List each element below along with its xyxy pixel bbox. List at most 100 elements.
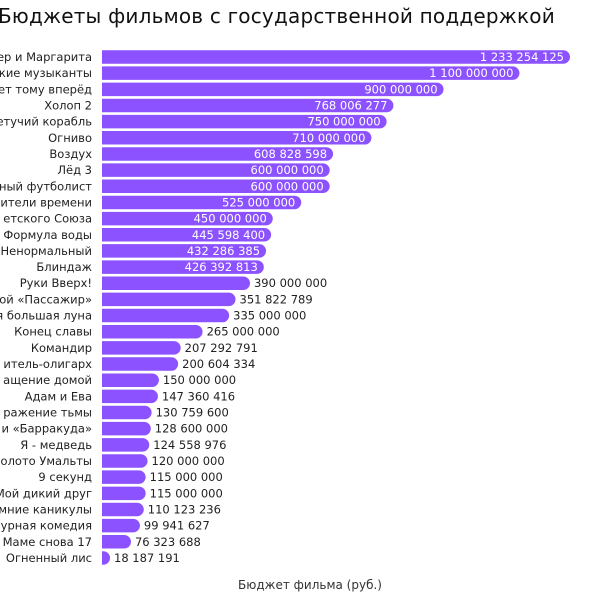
bar: [102, 98, 394, 113]
bar: [102, 421, 151, 436]
category-label: Воздух: [49, 147, 92, 161]
bar-row: Лёд 3 600 000 000: [57, 163, 330, 177]
category-label: 9 секунд: [38, 470, 92, 484]
bar-row: Огненный лис 18 187 191: [6, 551, 180, 565]
value-label: 128 600 000: [155, 422, 228, 436]
category-label: Ненормальный: [0, 244, 92, 258]
bar: [102, 389, 158, 404]
bar-row: ражение тьмы 130 759 600: [3, 406, 229, 420]
value-label: 335 000 000: [233, 309, 306, 323]
bar-row: Командир 207 292 791: [31, 341, 258, 355]
bar: [102, 195, 302, 210]
value-label: 124 558 976: [153, 438, 226, 452]
bar: [102, 114, 387, 129]
value-label: 115 000 000: [150, 486, 223, 500]
bar-row: Маме снова 17 76 323 688: [3, 535, 201, 549]
category-label: урная комедия: [1, 519, 92, 533]
bar-row: Адам и Ева 147 360 416: [25, 389, 236, 403]
category-label: етского Союза: [3, 212, 92, 226]
value-label: 200 604 334: [182, 357, 255, 371]
bar: [102, 211, 273, 226]
category-label: ер и Маргарита: [0, 50, 92, 64]
bar: [102, 228, 272, 242]
category-label: Я - медведь: [20, 438, 92, 452]
bar-row: 9 секунд 115 000 000: [38, 470, 222, 484]
category-label: Блиндаж: [36, 260, 92, 274]
value-label: 426 392 813: [185, 260, 258, 274]
value-label: 450 000 000: [194, 212, 267, 226]
category-label: Адам и Ева: [25, 389, 92, 403]
value-label: 150 000 000: [163, 373, 236, 387]
category-label: ители времени: [0, 195, 92, 209]
bar: [102, 405, 152, 420]
value-label: 710 000 000: [292, 131, 365, 145]
bar-row: Холоп 2 768 006 277: [44, 98, 394, 113]
bar-row: кие музыканты 1 100 000 000: [0, 66, 520, 80]
bar: [102, 308, 230, 323]
bar-row: ет тому вперёд 900 000 000: [0, 82, 444, 96]
bar-row: Руки Вверх! 390 000 000: [20, 276, 327, 290]
bar-row: итель-олигарх 200 604 334: [3, 357, 255, 371]
category-label: Огниво: [48, 131, 92, 145]
bar-row: я большая луна 335 000 000: [0, 309, 306, 323]
value-label: 115 000 000: [150, 470, 223, 484]
bar-row: Формула воды 445 598 400: [3, 228, 272, 242]
bar: [102, 82, 444, 97]
bar: [102, 244, 267, 258]
bar: [102, 454, 148, 468]
bar-row: урная комедия 99 941 627: [1, 519, 210, 533]
bar: [102, 147, 334, 161]
value-label: 768 006 277: [314, 98, 387, 112]
category-label: Мой дикий друг: [0, 486, 92, 500]
bar: [102, 276, 250, 290]
bar-row: олото Умальты 120 000 000: [1, 454, 225, 468]
value-label: 445 598 400: [192, 228, 265, 242]
value-label: 1 100 000 000: [429, 66, 513, 80]
value-label: 130 759 600: [156, 406, 229, 420]
value-label: 207 292 791: [185, 341, 258, 355]
bar-row: етского Союза 450 000 000: [3, 211, 273, 226]
bar-row: Конец славы 265 000 000: [14, 325, 280, 339]
value-label: 76 323 688: [135, 535, 201, 549]
bar: [102, 551, 110, 565]
category-label: я большая луна: [0, 309, 92, 323]
bar: [102, 518, 140, 533]
value-label: 750 000 000: [307, 115, 380, 129]
bar-row: Я - медведь 124 558 976: [20, 438, 226, 452]
bar: [102, 470, 146, 484]
value-label: 432 286 385: [187, 244, 260, 258]
category-label: олото Умальты: [1, 454, 92, 468]
bar-row: етучий корабль 750 000 000: [0, 115, 387, 129]
category-label: Конец славы: [14, 325, 92, 339]
category-label: ет тому вперёд: [0, 82, 92, 96]
bar: [102, 535, 131, 549]
category-label: ащение домой: [3, 373, 92, 387]
bar-row: ер и Маргарита 1 233 254 125: [0, 50, 570, 64]
bar-row: и «Барракуда» 128 600 000: [1, 422, 228, 436]
bar-row: ный футболист 600 000 000: [0, 179, 330, 193]
category-label: и «Барракуда»: [1, 422, 92, 436]
value-label: 390 000 000: [254, 276, 327, 290]
bar: [102, 292, 236, 307]
category-label: ный футболист: [0, 179, 92, 193]
bar: [102, 163, 330, 177]
category-label: кие музыканты: [0, 66, 92, 80]
category-label: Командир: [31, 341, 92, 355]
value-label: 525 000 000: [222, 195, 295, 209]
bar-row: мние каникулы 110 123 236: [0, 502, 221, 516]
value-label: 1 233 254 125: [480, 50, 564, 64]
bar: [102, 341, 181, 355]
value-label: 99 941 627: [144, 519, 210, 533]
bar-row: Мой дикий друг 115 000 000: [0, 486, 223, 500]
bar: [102, 486, 146, 501]
category-label: ой «Пассажир»: [0, 292, 92, 306]
category-label: етучий корабль: [0, 115, 92, 129]
value-label: 600 000 000: [251, 179, 324, 193]
value-label: 120 000 000: [152, 454, 225, 468]
bar: [102, 50, 570, 64]
bar: [102, 66, 520, 80]
bar-row: Огниво 710 000 000: [48, 131, 372, 145]
value-label: 147 360 416: [162, 389, 235, 403]
category-label: Формула воды: [3, 228, 92, 242]
bar: [102, 260, 264, 274]
